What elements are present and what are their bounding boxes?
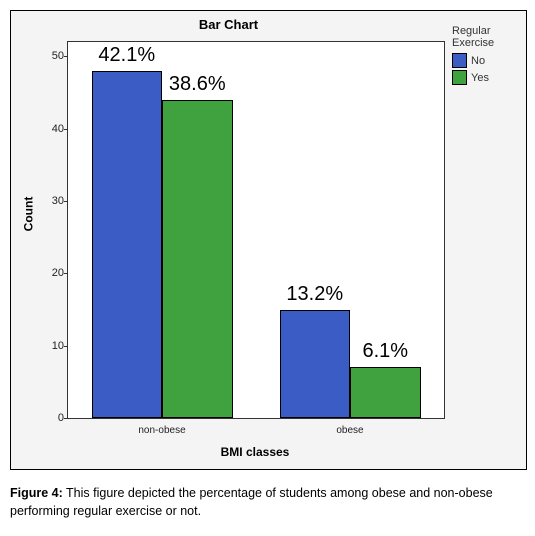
bar [92,71,163,418]
x-axis-label: BMI classes [67,445,443,459]
y-tick-label: 0 [38,412,64,424]
legend: Regular Exercise No Yes [452,25,520,85]
y-axis-label-text: Count [21,197,35,232]
legend-title: Regular Exercise [452,25,520,49]
bar [350,367,421,418]
y-tick-mark [64,273,68,274]
legend-item-no: No [452,53,520,68]
y-tick-label: 50 [38,50,64,62]
legend-swatch-no [452,53,467,68]
chart-outer-frame: Bar Chart Regular Exercise No Yes Count … [10,10,527,470]
plot-area: 01020304050non-obese42.1%38.6%obese13.2%… [67,41,445,419]
y-tick-mark [64,56,68,57]
bar-value-label: 13.2% [286,283,343,306]
legend-label-no: No [471,55,485,67]
y-tick-mark [64,346,68,347]
legend-label-yes: Yes [471,72,489,84]
y-tick-label: 10 [38,340,64,352]
bar-value-label: 42.1% [98,44,155,67]
y-tick-mark [64,201,68,202]
y-tick-mark [64,418,68,419]
caption-lead: Figure 4: [10,486,63,500]
legend-swatch-yes [452,70,467,85]
bar-value-label: 6.1% [362,340,408,363]
y-tick-label: 20 [38,267,64,279]
bar [162,100,233,418]
figure: Bar Chart Regular Exercise No Yes Count … [10,10,525,520]
x-tick-label: non-obese [138,425,185,436]
y-tick-label: 40 [38,123,64,135]
y-axis-label: Count [19,11,37,417]
bar-value-label: 38.6% [169,73,226,96]
y-tick-label: 30 [38,195,64,207]
bar [280,310,351,418]
legend-title-text: Regular Exercise [452,25,494,49]
figure-caption: Figure 4: This figure depicted the perce… [10,484,525,520]
caption-text: This figure depicted the percentage of s… [10,486,493,518]
legend-item-yes: Yes [452,70,520,85]
chart-title: Bar Chart [11,17,446,32]
x-tick-label: obese [336,425,363,436]
y-tick-mark [64,129,68,130]
